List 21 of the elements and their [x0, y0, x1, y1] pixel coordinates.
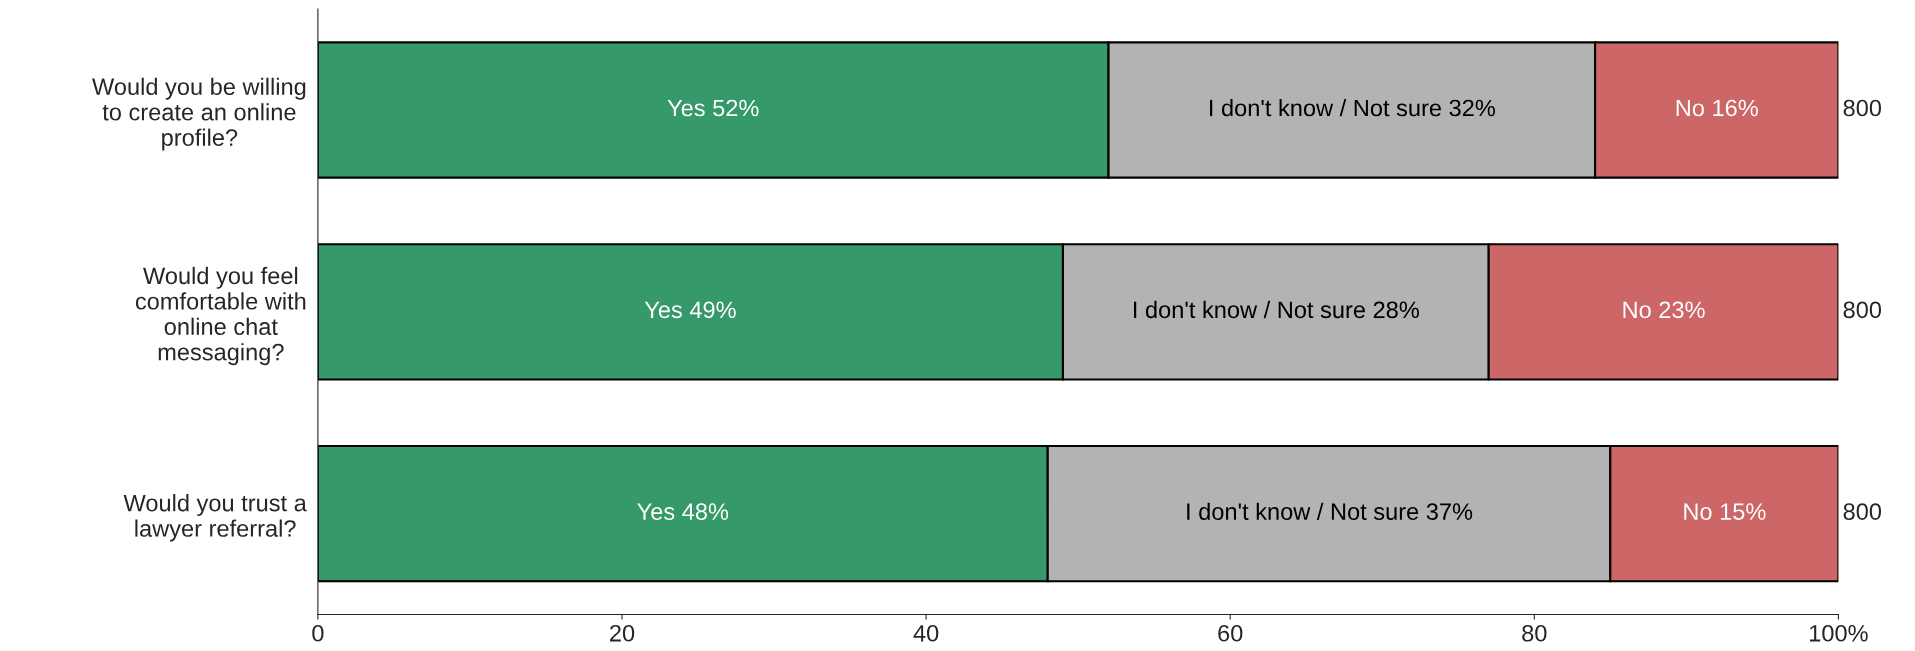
- y-tick-label: Would you feel comfortable with online chat messaging?: [135, 266, 306, 366]
- x-tick-label: 60: [1218, 624, 1243, 642]
- y-tick-label: Would you be willing to create an online profile?: [92, 77, 306, 151]
- data-label: I don't know / Not sure 37%: [1187, 502, 1473, 520]
- data-label: Yes 52%: [667, 99, 759, 117]
- x-tick-label: 0: [312, 624, 324, 642]
- x-tick-label: 40: [913, 624, 939, 642]
- data-label: I don't know / Not sure 32%: [1210, 99, 1495, 117]
- data-label: I don't know / Not sure 28%: [1134, 300, 1419, 319]
- data-label: No 16%: [1676, 99, 1758, 117]
- x-tick-label: 100%: [1810, 624, 1868, 642]
- x-tick-label: 20: [610, 624, 635, 642]
- text: 800: [1843, 99, 1882, 117]
- data-label: No 15%: [1684, 503, 1766, 520]
- data-label: No 23%: [1623, 301, 1705, 319]
- text: 800: [1843, 503, 1882, 520]
- x-tick-label: 80: [1522, 624, 1547, 642]
- data-label: Yes 48%: [637, 503, 729, 520]
- text: 800: [1843, 301, 1882, 319]
- y-tick-label: Would you trust a lawyer referral?: [123, 494, 307, 542]
- data-label: Yes 49%: [644, 301, 736, 319]
